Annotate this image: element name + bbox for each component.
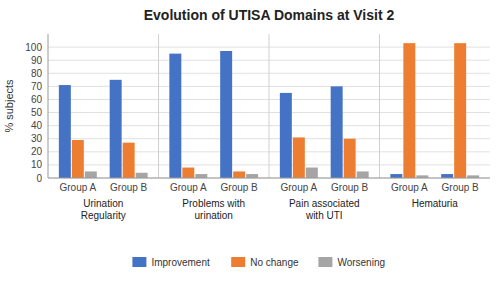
y-tick-label: 60: [31, 94, 43, 105]
bar: [195, 174, 207, 178]
bar: [220, 51, 232, 178]
y-tick-label: 30: [31, 133, 43, 144]
y-tick-label: 10: [31, 159, 43, 170]
x-tick-label: Group A: [391, 182, 428, 193]
domain-label: UrinationRegularity: [81, 198, 126, 221]
bar: [331, 86, 343, 178]
domain-label: Hematuria: [412, 198, 459, 209]
bar: [441, 174, 453, 178]
x-tick-label: Group B: [110, 182, 148, 193]
chart: Evolution of UTISA Domains at Visit 2 0 10…: [0, 0, 500, 291]
domain-label-line: Pain associated: [289, 198, 360, 209]
domain-separator: [379, 34, 380, 178]
legend-label: Improvement: [151, 257, 210, 268]
bar: [85, 171, 97, 178]
bar: [246, 174, 258, 178]
x-tick-label: Group A: [59, 182, 96, 193]
x-tick-label: Group B: [442, 182, 480, 193]
y-tick-label: 100: [25, 42, 42, 53]
bar: [390, 174, 402, 178]
x-tick-label: Group A: [280, 182, 317, 193]
legend-label: No change: [250, 257, 299, 268]
bar: [182, 168, 194, 178]
bar: [454, 43, 466, 178]
legend-swatch: [318, 257, 332, 267]
title: Evolution of UTISA Domains at Visit 2: [144, 7, 395, 23]
bar: [344, 139, 356, 178]
bar: [403, 43, 415, 178]
x-tick-label: Group B: [331, 182, 369, 193]
grid-line: [48, 178, 490, 179]
y-tick-label: 50: [31, 107, 43, 118]
y-axis: [48, 34, 49, 178]
domain-label-line: Problems with: [182, 198, 245, 209]
bar: [110, 80, 122, 178]
y-tick-label: 40: [31, 120, 43, 131]
bar: [233, 171, 245, 178]
domain-label-line: urination: [195, 210, 233, 221]
y-tick-label: 70: [31, 81, 43, 92]
x-axis: [48, 178, 490, 179]
legend-swatch: [231, 257, 245, 267]
y-tick-label: 20: [31, 146, 43, 157]
y-tick-label: 0: [36, 173, 42, 184]
domain-label-line: Regularity: [81, 210, 126, 221]
bar: [136, 173, 148, 178]
domain-label-line: with UTI: [305, 210, 343, 221]
y-tick-label: 80: [31, 68, 43, 79]
y-axis-label: % subjects: [3, 79, 15, 133]
domain-separator: [158, 34, 159, 178]
bar: [72, 140, 84, 178]
domain-label-line: Urination: [83, 198, 123, 209]
domain-separator: [269, 34, 270, 178]
legend-swatch: [132, 257, 146, 267]
bar: [293, 137, 305, 178]
bars: [59, 43, 479, 178]
y-tick-label: 90: [31, 55, 43, 66]
legend: Improvement No change Worsening: [132, 257, 385, 268]
domain-label: Problems withurination: [182, 198, 245, 221]
bar: [357, 171, 369, 178]
x-tick-label: Group B: [221, 182, 259, 193]
legend-label: Worsening: [337, 257, 385, 268]
domain-label: Pain associatedwith UTI: [289, 198, 360, 221]
bar: [280, 93, 292, 178]
bar: [306, 168, 318, 178]
domain-label-line: Hematuria: [412, 198, 459, 209]
bar: [169, 54, 181, 178]
x-tick-label: Group A: [170, 182, 207, 193]
bar: [59, 85, 71, 178]
bar: [123, 143, 135, 178]
